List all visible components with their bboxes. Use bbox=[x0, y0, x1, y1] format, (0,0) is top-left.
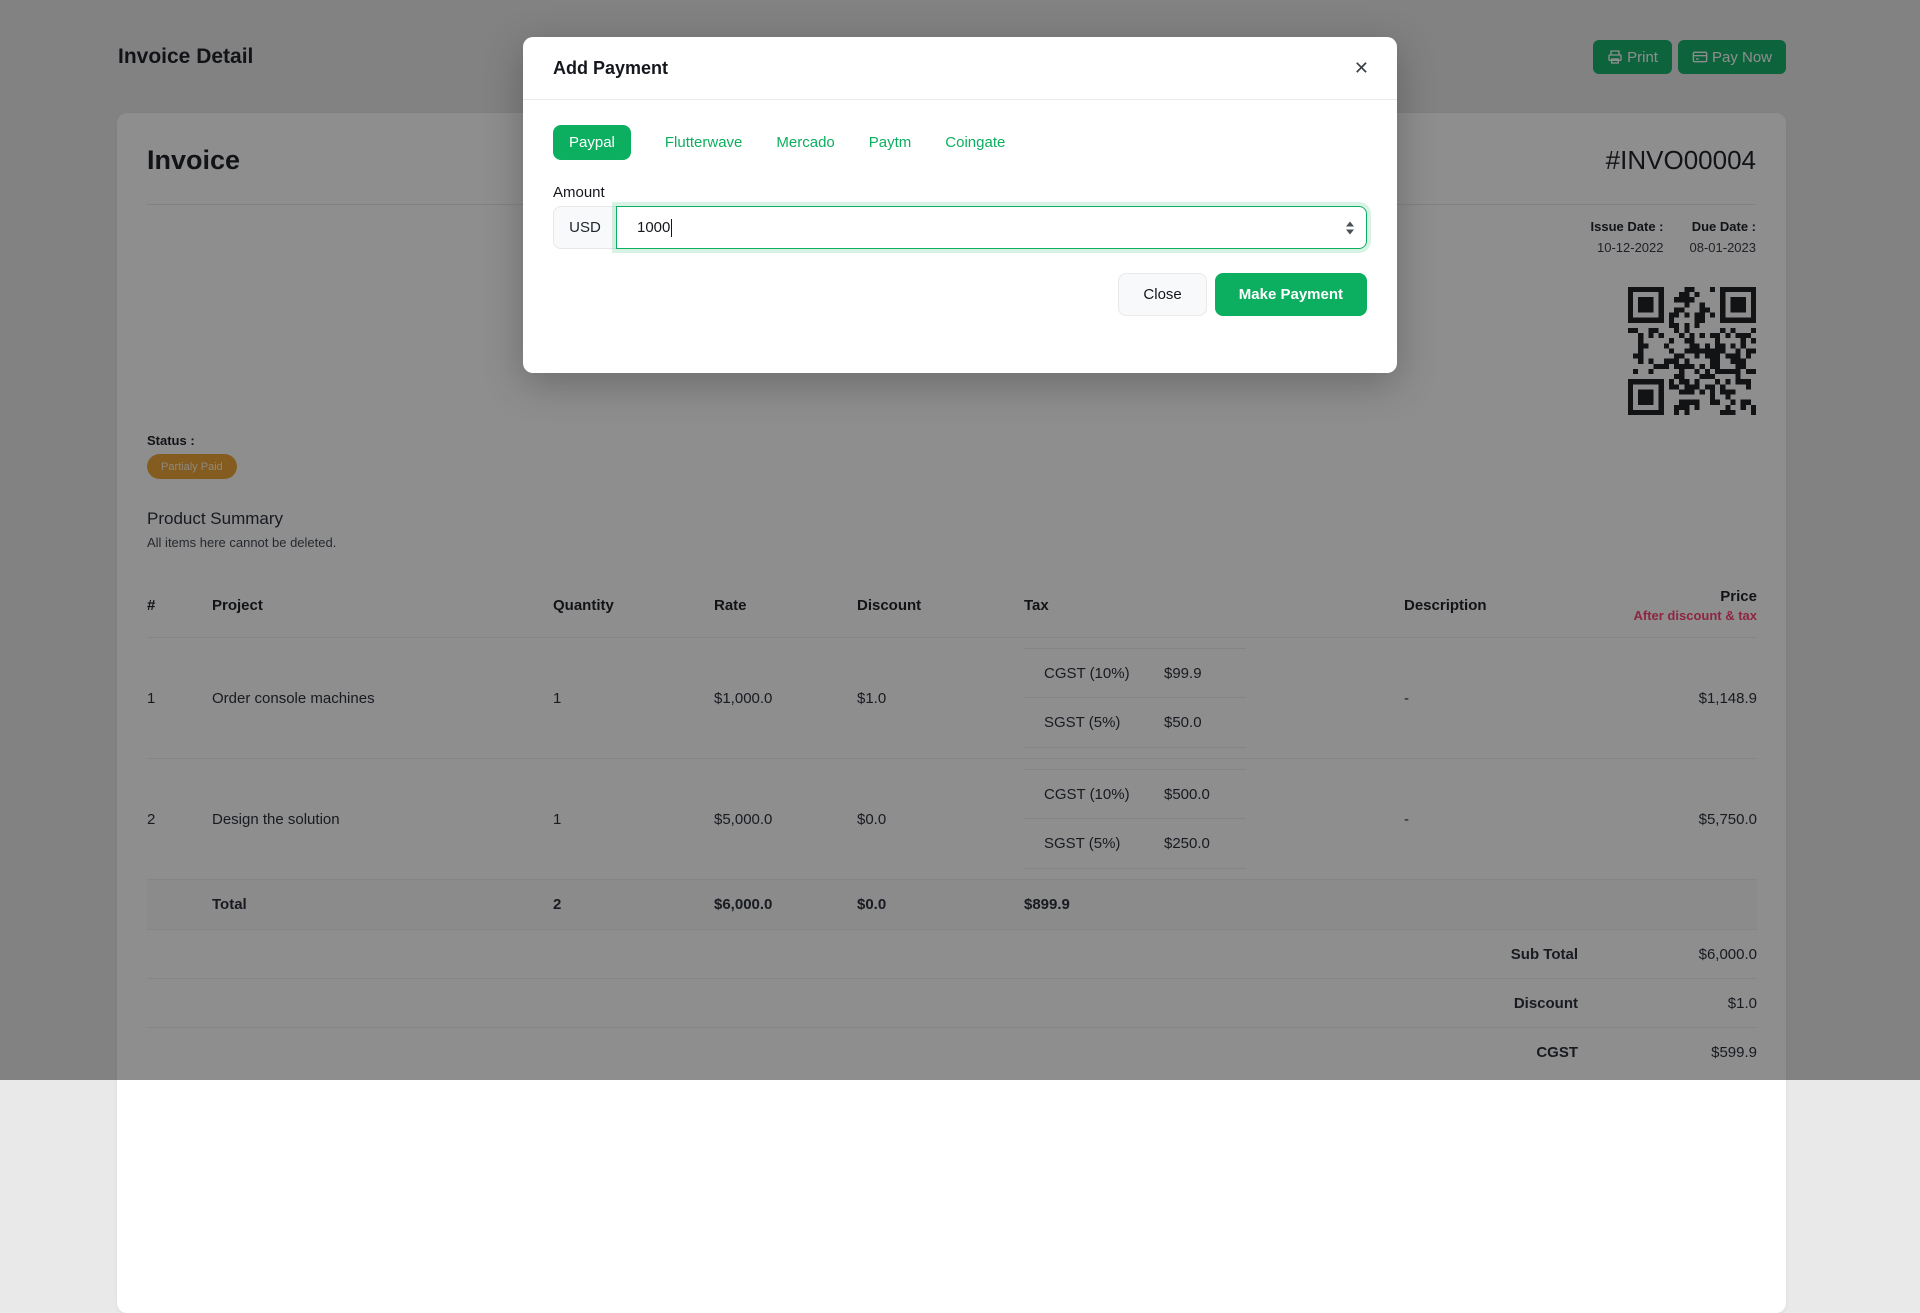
modal-title: Add Payment bbox=[553, 58, 668, 79]
text-caret bbox=[671, 219, 672, 237]
modal-header: Add Payment ✕ bbox=[523, 37, 1397, 100]
spinner-down-icon[interactable] bbox=[1346, 229, 1354, 234]
payment-method-tabs: Paypal Flutterwave Mercado Paytm Coingat… bbox=[553, 125, 1367, 160]
modal-body: Paypal Flutterwave Mercado Paytm Coingat… bbox=[523, 100, 1397, 316]
payment-method-tab[interactable]: Paytm bbox=[869, 134, 912, 151]
close-button[interactable]: Close bbox=[1118, 273, 1206, 316]
modal-close-button[interactable]: ✕ bbox=[1350, 55, 1373, 81]
payment-method-tab[interactable]: Coingate bbox=[945, 134, 1005, 151]
add-payment-modal: Add Payment ✕ Paypal Flutterwave Mercado… bbox=[523, 37, 1397, 373]
payment-method-tab[interactable]: Mercado bbox=[776, 134, 834, 151]
close-icon: ✕ bbox=[1354, 58, 1369, 78]
amount-value: 1000 bbox=[637, 219, 670, 236]
payment-method-tab[interactable]: Paypal bbox=[553, 125, 631, 160]
spinner-up-icon[interactable] bbox=[1346, 221, 1354, 226]
amount-label: Amount bbox=[553, 184, 1367, 201]
make-payment-button[interactable]: Make Payment bbox=[1215, 273, 1367, 316]
modal-footer: Close Make Payment bbox=[553, 273, 1367, 316]
payment-method-tab[interactable]: Flutterwave bbox=[665, 134, 743, 151]
amount-input-group: USD 1000 bbox=[553, 206, 1367, 249]
currency-prefix: USD bbox=[553, 206, 616, 249]
amount-input[interactable]: 1000 bbox=[616, 206, 1367, 249]
number-spinner[interactable] bbox=[1346, 221, 1354, 234]
